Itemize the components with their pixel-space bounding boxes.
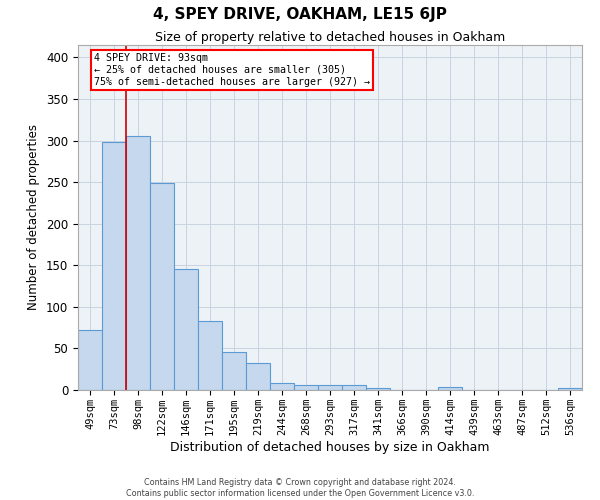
Text: 4 SPEY DRIVE: 93sqm
← 25% of detached houses are smaller (305)
75% of semi-detac: 4 SPEY DRIVE: 93sqm ← 25% of detached ho… <box>94 54 370 86</box>
Bar <box>318 385 342 390</box>
Bar <box>78 330 102 390</box>
Bar <box>294 385 318 390</box>
Bar <box>342 385 366 390</box>
Title: Size of property relative to detached houses in Oakham: Size of property relative to detached ho… <box>155 31 505 44</box>
X-axis label: Distribution of detached houses by size in Oakham: Distribution of detached houses by size … <box>170 440 490 454</box>
Text: 4, SPEY DRIVE, OAKHAM, LE15 6JP: 4, SPEY DRIVE, OAKHAM, LE15 6JP <box>153 8 447 22</box>
Bar <box>366 388 390 390</box>
Bar <box>102 142 126 390</box>
Bar <box>438 386 462 390</box>
Text: Contains HM Land Registry data © Crown copyright and database right 2024.
Contai: Contains HM Land Registry data © Crown c… <box>126 478 474 498</box>
Bar <box>222 352 246 390</box>
Bar <box>270 382 294 390</box>
Bar <box>174 270 198 390</box>
Y-axis label: Number of detached properties: Number of detached properties <box>28 124 40 310</box>
Bar <box>150 183 174 390</box>
Bar <box>198 321 222 390</box>
Bar <box>126 136 150 390</box>
Bar <box>246 362 270 390</box>
Bar <box>558 388 582 390</box>
